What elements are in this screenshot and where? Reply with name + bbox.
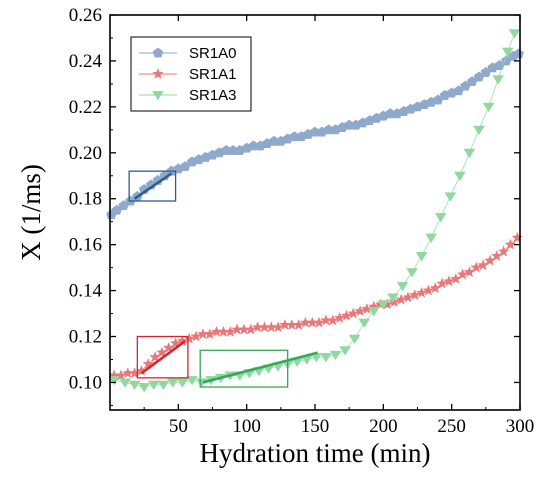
highlight-box xyxy=(199,349,289,388)
data-point-sr1a1 xyxy=(497,245,510,257)
x-tick-label: 250 xyxy=(437,416,466,437)
data-point-sr1a3 xyxy=(508,29,521,39)
data-point-sr1a1 xyxy=(333,312,346,324)
data-point-sr1a1 xyxy=(340,309,353,321)
data-point-sr1a3 xyxy=(176,378,189,388)
y-axis-title: X (1/ms) xyxy=(16,164,46,261)
legend-marker xyxy=(152,90,164,101)
data-point-sr1a3 xyxy=(358,318,371,329)
y-tick-label: 0.26 xyxy=(69,5,102,26)
data-point-sr1a3 xyxy=(367,307,380,317)
data-point-sr1a1 xyxy=(326,314,339,326)
data-point-sr1a1 xyxy=(203,328,216,340)
data-point-sr1a1 xyxy=(436,277,448,289)
data-point-sr1a3 xyxy=(434,213,447,223)
plot-marks xyxy=(106,29,524,393)
data-point-sr1a3 xyxy=(119,378,131,388)
data-point-sr1a1 xyxy=(169,337,182,349)
y-tick-label: 0.12 xyxy=(69,327,102,348)
data-point-sr1a1 xyxy=(402,291,414,303)
data-point-sr1a3 xyxy=(425,233,438,244)
y-tick-label: 0.16 xyxy=(69,235,102,256)
data-point-sr1a3 xyxy=(186,376,198,386)
y-tick-label: 0.10 xyxy=(69,372,102,393)
data-point-sr1a3 xyxy=(320,353,332,363)
x-tick-label: 100 xyxy=(232,416,261,437)
x-tick-label: 50 xyxy=(169,416,188,437)
data-point-sr1a3 xyxy=(492,75,504,85)
data-point-sr1a3 xyxy=(339,346,351,356)
fit-line-sr1a0 xyxy=(133,172,173,200)
data-point-sr1a1 xyxy=(347,307,360,319)
data-point-sr1a1 xyxy=(292,318,305,330)
data-point-sr1a3 xyxy=(406,268,418,278)
y-tick-label: 0.20 xyxy=(69,143,102,164)
data-point-sr1a1 xyxy=(511,231,524,243)
data-point-sr1a3 xyxy=(501,47,514,58)
data-point-sr1a1 xyxy=(395,293,407,305)
data-point-sr1a0 xyxy=(513,48,524,59)
y-tick-label: 0.18 xyxy=(69,189,102,210)
data-point-sr1a3 xyxy=(482,102,495,113)
legend-marker xyxy=(152,47,164,58)
data-point-sr1a1 xyxy=(456,268,469,280)
legend-label: SR1A1 xyxy=(189,66,237,83)
data-point-sr1a1 xyxy=(142,358,155,369)
data-point-sr1a3 xyxy=(167,378,179,388)
data-point-sr1a3 xyxy=(138,382,151,393)
data-point-sr1a3 xyxy=(157,380,170,391)
data-point-sr1a1 xyxy=(504,238,517,250)
data-point-sr1a1 xyxy=(272,321,284,333)
data-point-sr1a1 xyxy=(408,289,421,301)
highlight-box xyxy=(128,170,177,202)
data-point-sr1a3 xyxy=(387,293,399,303)
fit-line-sr1a3 xyxy=(202,351,319,384)
data-point-sr1a3 xyxy=(348,334,361,345)
data-point-sr1a3 xyxy=(415,252,428,262)
data-point-sr1a3 xyxy=(108,376,120,386)
data-point-sr1a3 xyxy=(396,281,409,292)
data-point-sr1a1 xyxy=(443,275,455,287)
x-tick-label: 300 xyxy=(506,416,535,437)
x-tick-label: 150 xyxy=(301,416,330,437)
data-point-sr1a3 xyxy=(147,380,160,391)
data-point-sr1a1 xyxy=(224,325,237,337)
y-tick-label: 0.14 xyxy=(69,281,103,302)
data-point-sr1a1 xyxy=(313,316,325,328)
data-point-sr1a3 xyxy=(473,125,485,136)
legend-marker xyxy=(152,67,164,79)
legend-label: SR1A0 xyxy=(189,45,237,62)
data-point-sr1a1 xyxy=(422,284,435,296)
data-point-sr1a3 xyxy=(444,192,457,202)
data-point-sr1a1 xyxy=(128,367,141,379)
highlight-box xyxy=(136,335,189,379)
data-point-sr1a3 xyxy=(463,148,476,159)
data-point-sr1a1 xyxy=(354,305,366,317)
axes: 50 100 150 200 250 300 0.10 0.12 0.14 0.16 0.18 0.2… xyxy=(69,5,535,437)
x-axis-title: Hydration time (min) xyxy=(200,438,431,468)
data-point-sr1a3 xyxy=(128,380,141,391)
data-point-sr1a3 xyxy=(329,350,342,361)
legend: SR1A0 SR1A1 SR1A3 xyxy=(130,36,252,112)
data-point-sr1a1 xyxy=(190,330,202,342)
data-point-sr1a1 xyxy=(115,369,127,381)
data-point-sr1a3 xyxy=(454,171,466,182)
data-point-sr1a1 xyxy=(470,261,483,273)
data-point-sr1a3 xyxy=(377,300,390,310)
data-point-sr1a1 xyxy=(415,286,428,298)
legend-label: SR1A3 xyxy=(189,87,237,104)
y-tick-label: 0.24 xyxy=(69,51,103,72)
y-tick-label: 0.22 xyxy=(69,97,102,118)
data-point-sr1a1 xyxy=(388,296,401,307)
x-tick-label: 200 xyxy=(369,416,398,437)
fit-line-sr1a1 xyxy=(140,340,186,375)
data-point-sr1a1 xyxy=(244,323,257,335)
